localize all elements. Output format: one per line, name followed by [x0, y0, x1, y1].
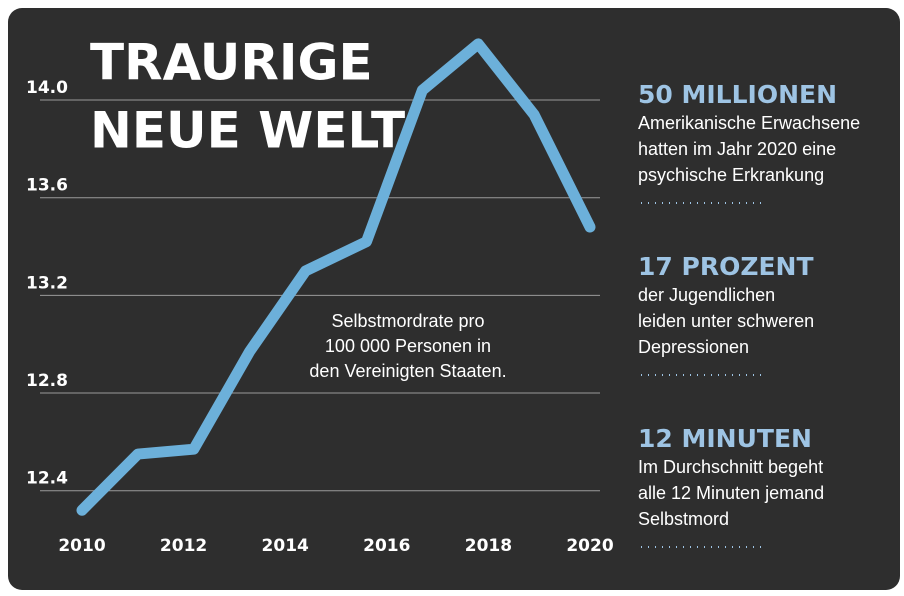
stat-text: Depressionen — [638, 337, 749, 357]
stat-heading: 17 PROZENT — [638, 252, 814, 281]
annotation: Selbstmordrate pro — [331, 311, 484, 331]
chart-title: TRAURIGE — [90, 34, 373, 92]
background — [8, 8, 900, 590]
stat-text: Selbstmord — [638, 509, 729, 529]
chart-title: NEUE WELT — [90, 102, 405, 160]
x-tick-label: 2012 — [160, 536, 207, 556]
stat-text: hatten im Jahr 2020 eine — [638, 139, 836, 159]
x-tick-label: 2018 — [465, 536, 512, 556]
x-tick-label: 2010 — [58, 536, 105, 556]
stat-text: Amerikanische Erwachsene — [638, 113, 860, 133]
x-tick-label: 2020 — [566, 536, 613, 556]
y-tick-label: 12.8 — [26, 371, 68, 391]
annotation: den Vereinigten Staaten. — [309, 361, 506, 381]
y-tick-label: 13.6 — [26, 176, 68, 196]
stat-heading: 12 MINUTEN — [638, 424, 812, 453]
stat-text: leiden unter schweren — [638, 311, 814, 331]
y-tick-label: 12.4 — [26, 469, 68, 489]
x-tick-label: 2014 — [262, 536, 309, 556]
annotation: 100 000 Personen in — [325, 336, 491, 356]
stat-text: Im Durchschnitt begeht — [638, 457, 823, 477]
stat-text: alle 12 Minuten jemand — [638, 483, 824, 503]
stat-heading: 50 MILLIONEN — [638, 80, 837, 109]
data-line — [76, 38, 596, 516]
x-tick-label: 2016 — [363, 536, 410, 556]
y-tick-label: 13.2 — [26, 273, 68, 293]
y-tick-label: 14.0 — [26, 78, 68, 98]
stat-text: der Jugendlichen — [638, 285, 775, 305]
stat-text: psychische Erkrankung — [638, 165, 824, 185]
